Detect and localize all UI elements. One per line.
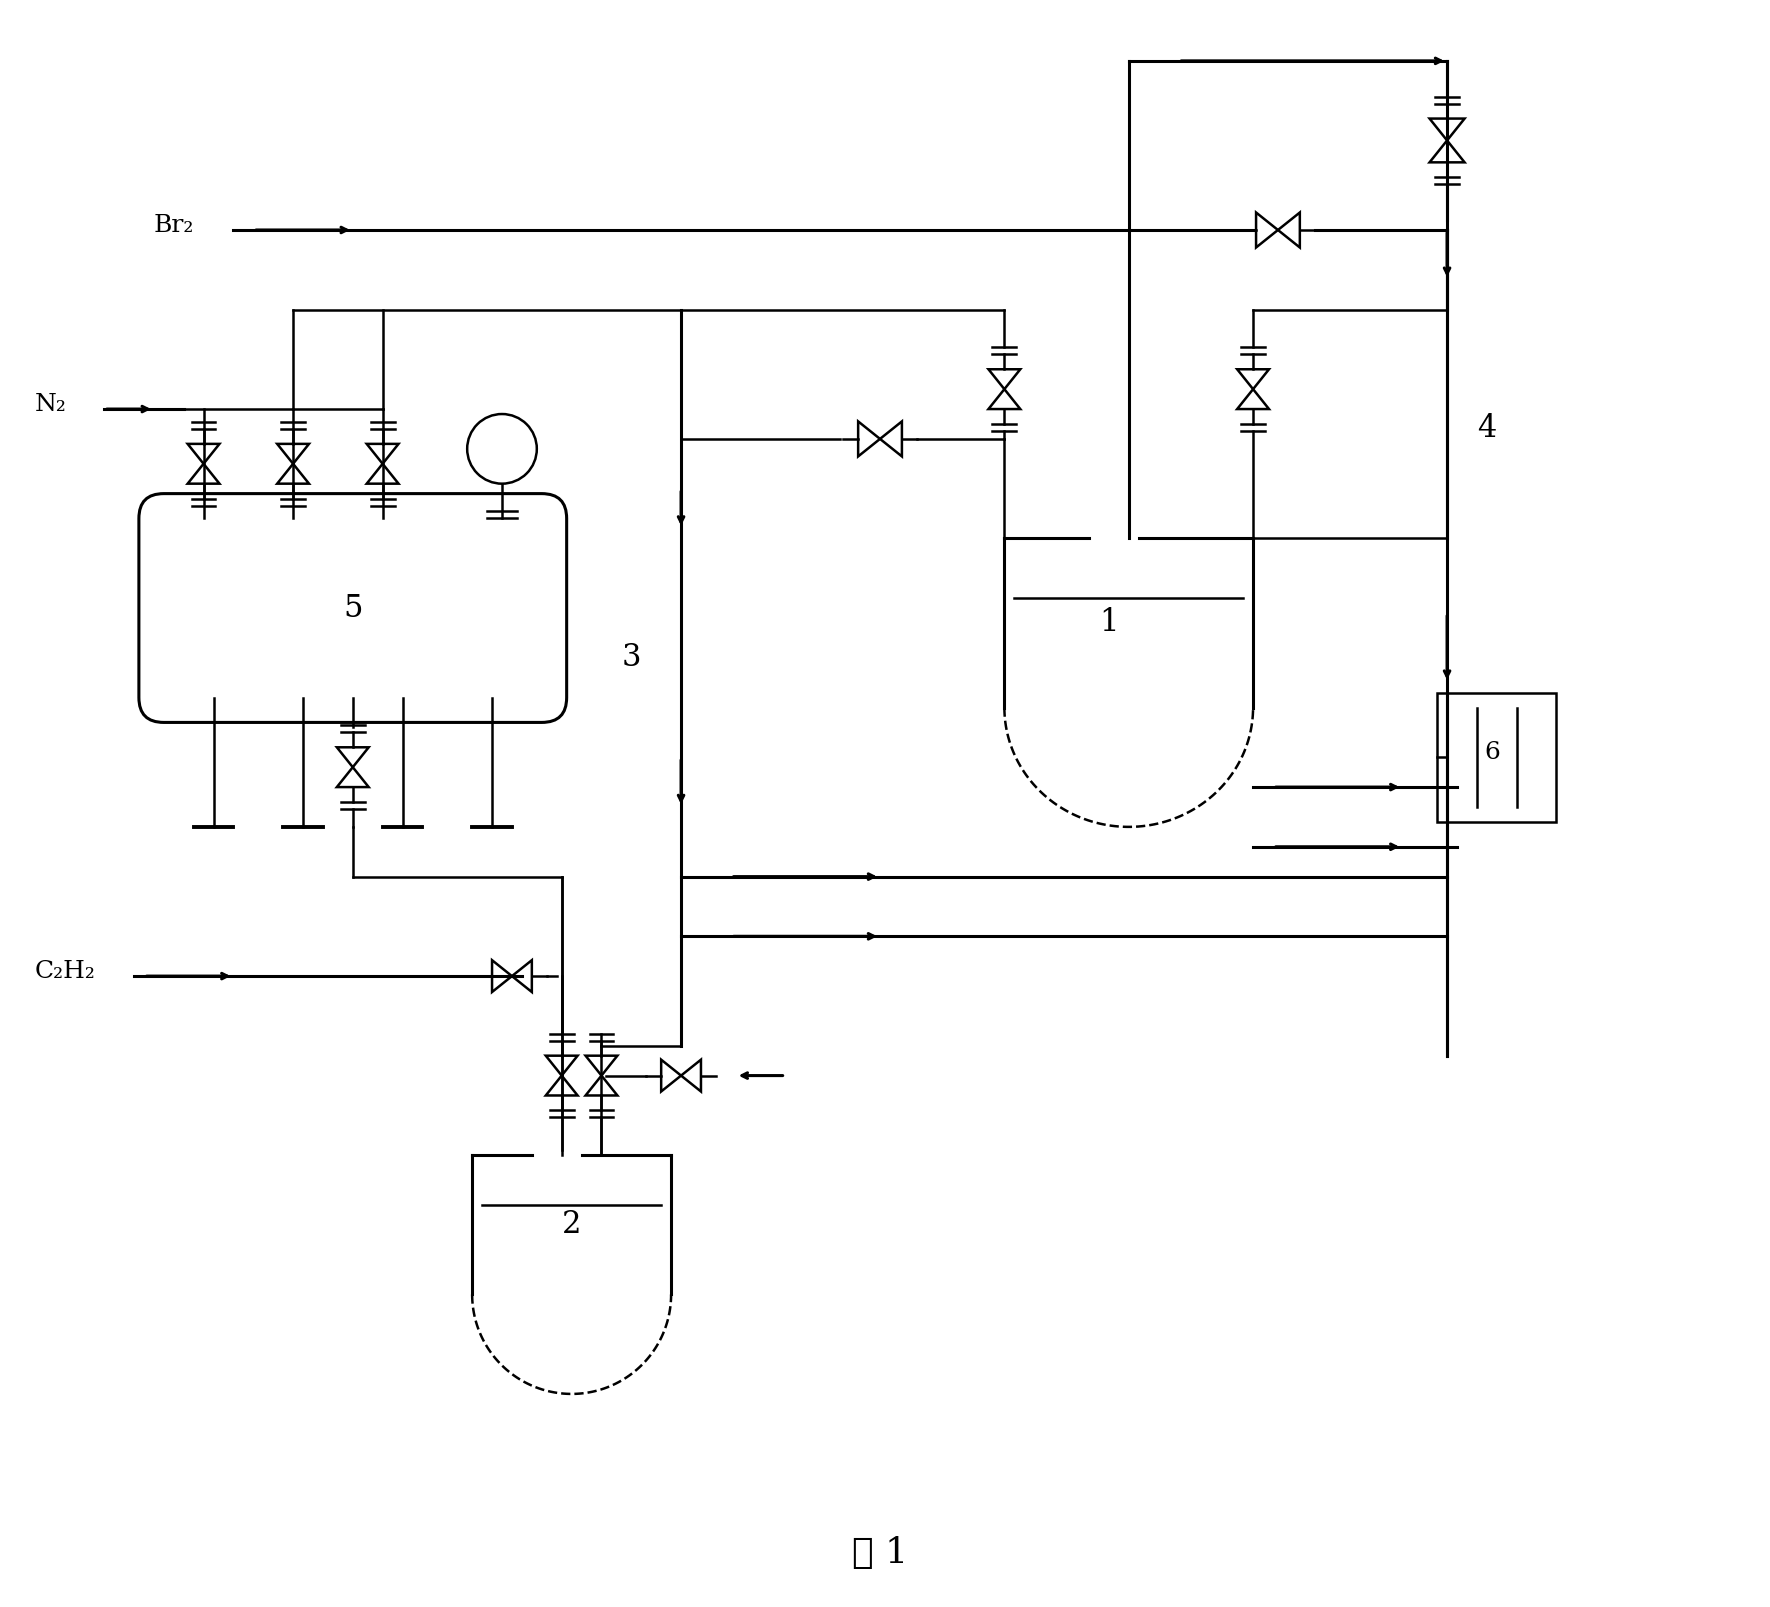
Text: 1: 1 (1099, 607, 1119, 638)
Bar (1437, 693, 1556, 821)
Text: Br₂: Br₂ (154, 214, 195, 236)
Text: 2: 2 (561, 1210, 581, 1241)
Text: 6: 6 (1483, 741, 1499, 763)
Text: N₂: N₂ (34, 392, 65, 416)
Text: 图 1: 图 1 (851, 1536, 908, 1570)
Text: 4: 4 (1476, 413, 1496, 445)
Text: 3: 3 (621, 643, 641, 673)
Text: C₂H₂: C₂H₂ (34, 959, 96, 982)
Text: 5: 5 (343, 593, 363, 624)
